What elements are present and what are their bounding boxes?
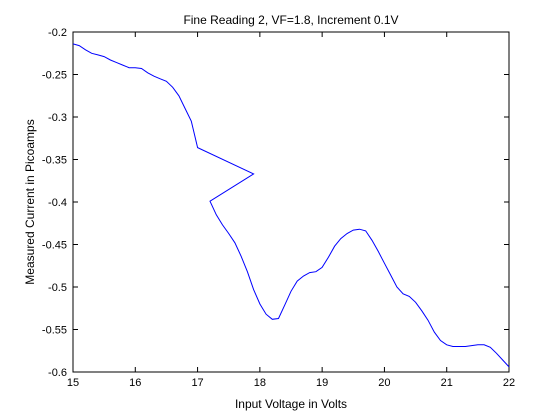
x-tick-label: 15 [67, 377, 79, 389]
y-tick-label: -0.25 [42, 70, 67, 82]
y-tick-label: -0.55 [42, 325, 67, 337]
series-line [72, 43, 510, 368]
x-tick-label: 20 [378, 377, 390, 389]
y-axis: -0.2 -0.25 -0.3 -0.35 -0.4 -0.45 -0.5 -0.55 -0.6 [42, 27, 509, 379]
y-tick-label: -0.35 [42, 155, 67, 167]
x-tick-label: 17 [191, 377, 203, 389]
y-tick-label: -0.45 [42, 240, 67, 252]
y-tick-label: -0.2 [48, 27, 67, 39]
x-tick-label: 16 [129, 377, 141, 389]
x-axis-label: Input Voltage in Volts [235, 397, 347, 411]
x-tick-label: 18 [254, 377, 266, 389]
x-tick-label: 22 [503, 377, 515, 389]
x-axis: 15 16 17 18 19 20 21 22 [67, 32, 515, 389]
y-axis-label: Measured Current in Picoamps [23, 119, 37, 284]
y-tick-label: -0.4 [48, 197, 67, 209]
y-tick-label: -0.6 [48, 367, 67, 379]
x-tick-label: 21 [441, 377, 453, 389]
y-tick-label: -0.3 [48, 112, 67, 124]
y-tick-label: -0.5 [48, 282, 67, 294]
chart-title: Fine Reading 2, VF=1.8, Increment 0.1V [183, 13, 398, 27]
x-tick-label: 19 [316, 377, 328, 389]
